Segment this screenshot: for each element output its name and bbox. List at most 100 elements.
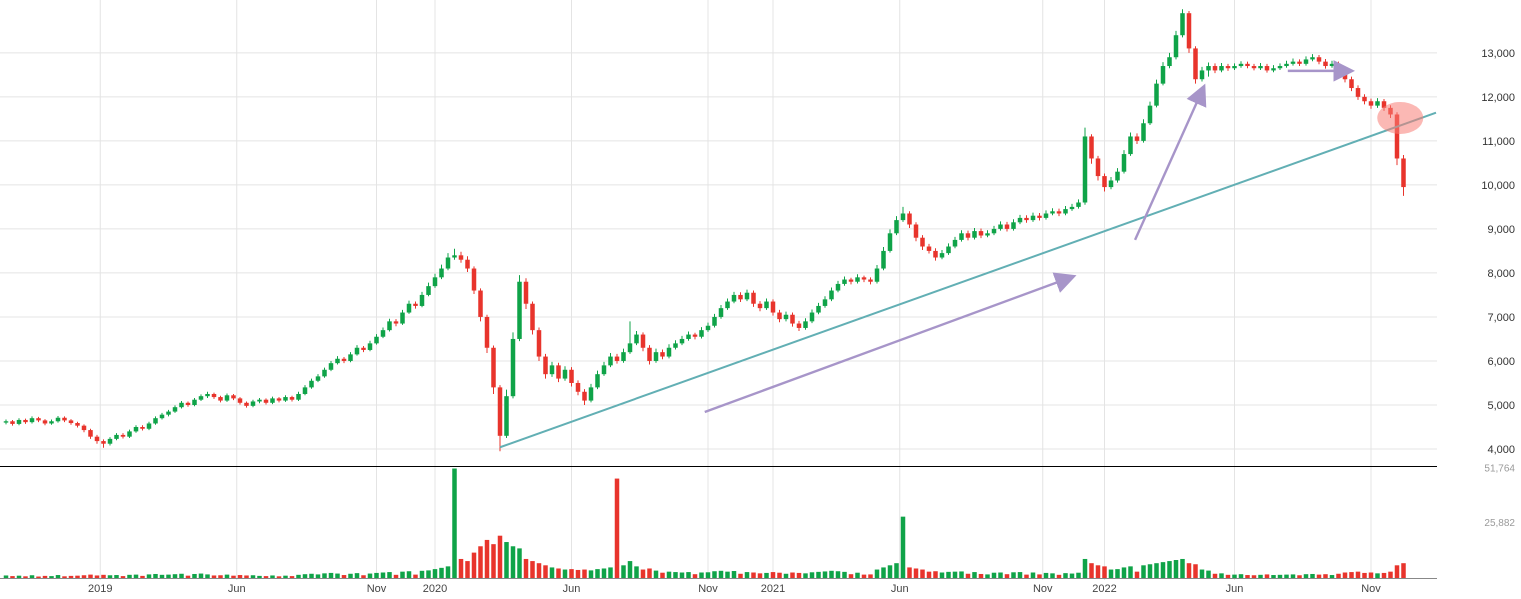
- candle-body: [894, 220, 899, 234]
- candle-body: [933, 250, 938, 258]
- candle-body: [1102, 176, 1107, 188]
- candle-body: [679, 338, 685, 344]
- volume-bar: [751, 572, 756, 578]
- volume-bar: [1381, 572, 1387, 578]
- volume-bar: [835, 571, 841, 578]
- candle-body: [205, 393, 210, 397]
- candle-body: [705, 325, 711, 331]
- candle-body: [270, 398, 275, 403]
- volume-bar: [75, 575, 80, 578]
- volume-bar: [146, 574, 152, 578]
- price-axis-label: 5,000: [1487, 400, 1515, 412]
- candle-body: [575, 382, 581, 392]
- volume-bar: [250, 575, 256, 578]
- volume-bar: [1303, 574, 1309, 578]
- candle-body: [757, 303, 763, 309]
- volume-bar: [530, 561, 535, 578]
- candle-body: [1355, 88, 1361, 97]
- volume-bar: [1089, 563, 1094, 578]
- candle-body: [965, 233, 971, 238]
- candle-body: [1284, 63, 1289, 67]
- volume-bar: [978, 573, 984, 578]
- volume-bar: [881, 567, 886, 578]
- volume-bar: [861, 574, 867, 578]
- volume-bar: [783, 573, 789, 578]
- volume-bar: [1394, 565, 1400, 578]
- volume-bar: [991, 572, 997, 578]
- volume-bar: [1167, 561, 1172, 578]
- volume-bar: [406, 571, 412, 578]
- volume-bar: [231, 575, 236, 578]
- candle-body: [660, 352, 665, 357]
- candle-body: [491, 347, 496, 388]
- volume-bar: [439, 567, 444, 578]
- candle-body: [588, 387, 594, 401]
- candle-body: [224, 395, 230, 401]
- volume-bar: [478, 546, 483, 578]
- volume-bar: [94, 575, 100, 578]
- candle-body: [835, 283, 841, 291]
- time-axis-label: 2020: [423, 583, 447, 595]
- volume-bar: [10, 576, 15, 578]
- volume-bar: [510, 546, 516, 578]
- volume-bar: [1323, 574, 1328, 578]
- candle-body: [523, 281, 529, 304]
- candle-body: [510, 338, 516, 397]
- candle-body: [1024, 217, 1029, 221]
- volume-bar: [1173, 560, 1179, 578]
- candle-body: [380, 330, 386, 337]
- volume-bar: [283, 575, 288, 578]
- volume-bar: [757, 573, 763, 578]
- candle-body: [569, 369, 574, 383]
- candle-body: [959, 233, 964, 240]
- volume-bar: [796, 572, 802, 578]
- volume-axis-label: 51,764: [1484, 463, 1515, 474]
- volume-bar: [1245, 575, 1250, 578]
- volume-bar: [679, 572, 685, 578]
- volume-bar: [354, 573, 360, 578]
- candle-body: [452, 255, 457, 258]
- volume-bar: [1342, 572, 1348, 578]
- candle-body: [1050, 211, 1055, 214]
- candle-body: [471, 268, 477, 291]
- volume-bar: [1238, 574, 1244, 578]
- candle-body: [250, 401, 256, 406]
- volume-bar: [387, 572, 392, 578]
- candle-body: [517, 281, 522, 339]
- volume-bar: [16, 575, 22, 578]
- candle-body: [829, 290, 834, 300]
- volume-bar: [666, 571, 672, 578]
- candle-body: [1329, 63, 1335, 67]
- candle-body: [1167, 57, 1172, 67]
- candle-body: [1037, 215, 1042, 218]
- candle-body: [198, 396, 204, 400]
- volume-bar: [829, 570, 834, 578]
- volume-bar: [1310, 573, 1315, 578]
- candle-body: [770, 301, 776, 313]
- price-axis-label: 13,000: [1481, 48, 1515, 60]
- volume-bar: [731, 571, 737, 578]
- volume-bar: [1193, 564, 1198, 578]
- candle-body: [432, 277, 438, 287]
- candle-body: [218, 397, 223, 401]
- volume-bar: [718, 570, 724, 578]
- candle-body: [367, 343, 373, 350]
- volume-bar: [634, 566, 639, 578]
- volume-bar: [939, 572, 945, 578]
- volume-bar: [1043, 572, 1049, 578]
- candle-body: [445, 257, 451, 269]
- trend-arrow-1: [704, 272, 1077, 414]
- volume-bar: [959, 571, 964, 578]
- candle-body: [549, 365, 555, 375]
- candle-body: [1063, 209, 1068, 214]
- candle-body: [49, 421, 54, 424]
- volume-bar: [816, 571, 821, 578]
- candle-body: [900, 213, 906, 221]
- volume-bar: [1368, 572, 1374, 578]
- volume-bar: [23, 576, 28, 578]
- volume-bar: [1225, 574, 1231, 578]
- volume-bar: [1401, 563, 1406, 578]
- candle-body: [972, 231, 977, 238]
- volume-bar: [29, 575, 35, 578]
